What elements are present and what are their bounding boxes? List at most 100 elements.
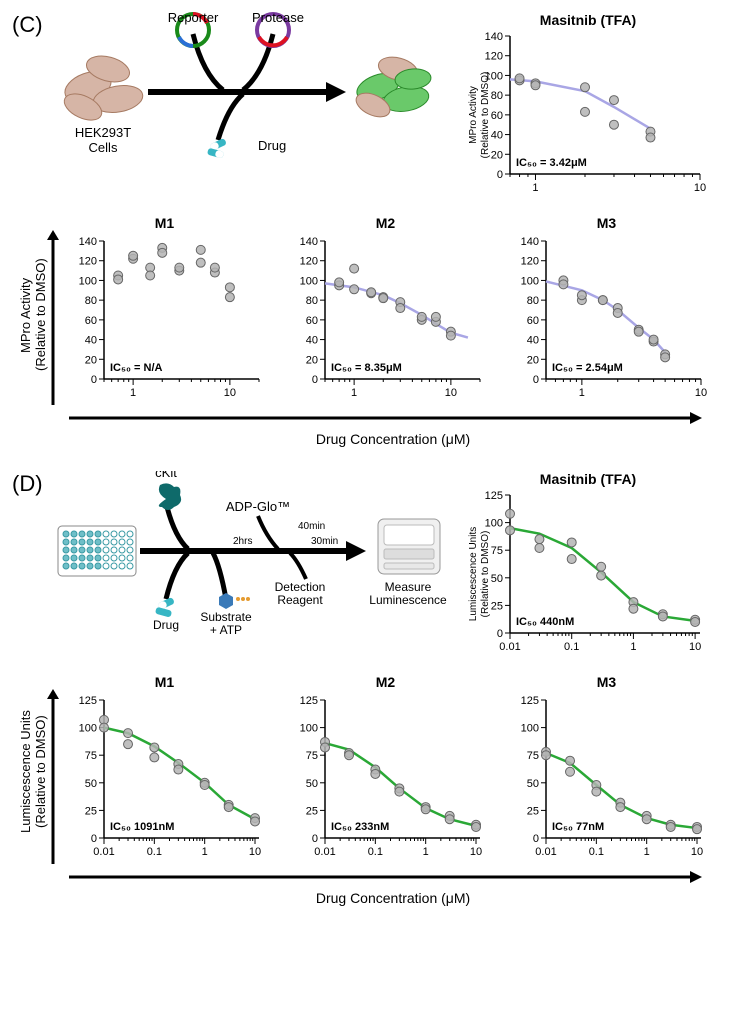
svg-text:1: 1: [579, 387, 585, 399]
svg-text:0.01: 0.01: [314, 846, 335, 858]
panel-d-xlabel: Drug Concentration (μM): [62, 890, 724, 906]
svg-text:40: 40: [527, 335, 539, 347]
drug-d-label: Drug: [153, 618, 179, 632]
sub-l1: Substrate: [200, 610, 252, 624]
panel-d-xarrow: [67, 869, 707, 889]
sub-l2: + ATP: [210, 623, 242, 637]
t30: 30min: [311, 536, 338, 547]
d-m2-svg: 02550751001250.010.1110IC₅₀ 233nM: [283, 694, 488, 864]
svg-text:IC₅₀ = 2.54μM: IC₅₀ = 2.54μM: [552, 362, 623, 374]
svg-text:10: 10: [224, 387, 236, 399]
masitnib-c-svg: 020406080100120140110IC₅₀ = 3.42μMMPro A…: [468, 30, 708, 200]
c-m1: M1 020406080100120140110IC₅₀ = N/A: [62, 215, 267, 410]
hek-label-2: Cells: [89, 140, 118, 155]
svg-text:10: 10: [249, 846, 261, 858]
svg-text:0: 0: [497, 169, 503, 181]
panel-c-top-row: HEK293T Cells Flip-GFP Reporter: [12, 12, 724, 205]
c-m2-svg: 020406080100120140110IC₅₀ = 8.35μM: [283, 235, 488, 405]
svg-text:0: 0: [91, 374, 97, 386]
panel-c-yarrow: [44, 230, 62, 410]
svg-text:20: 20: [527, 354, 539, 366]
svg-text:140: 140: [485, 31, 503, 43]
svg-text:1: 1: [630, 641, 636, 653]
panel-c: (C) HEK293T Cells: [12, 12, 724, 447]
svg-text:75: 75: [85, 750, 97, 762]
svg-text:0.1: 0.1: [564, 641, 579, 653]
svg-text:0: 0: [312, 833, 318, 845]
d-m3-title: M3: [504, 674, 709, 690]
panel-d-top-row: cKit ADP-Glo™ 2hrs 40min 30min Drug: [12, 471, 724, 664]
d-m3: M3 02550751001250.010.1110IC₅₀ 77nM: [504, 674, 709, 869]
svg-text:100: 100: [79, 723, 97, 735]
svg-text:10: 10: [445, 387, 457, 399]
svg-text:60: 60: [527, 315, 539, 327]
svg-text:IC₅₀ = N/A: IC₅₀ = N/A: [110, 362, 163, 374]
svg-text:25: 25: [527, 805, 539, 817]
svg-text:100: 100: [79, 275, 97, 287]
svg-text:80: 80: [491, 90, 503, 102]
svg-text:IC₅₀ 1091nM: IC₅₀ 1091nM: [110, 821, 174, 833]
svg-text:25: 25: [306, 805, 318, 817]
svg-text:50: 50: [527, 778, 539, 790]
masitnib-c-chart: Masitnib (TFA) 020406080100120140110IC₅₀…: [468, 12, 708, 205]
svg-text:10: 10: [691, 846, 703, 858]
c-m2-title: M2: [283, 215, 488, 231]
svg-text:0.1: 0.1: [589, 846, 604, 858]
flipgfp-l2: Reporter: [168, 12, 219, 25]
svg-text:IC₅₀ = 3.42μM: IC₅₀ = 3.42μM: [516, 157, 587, 169]
panel-d-yarrow: [44, 689, 62, 869]
svg-text:0: 0: [312, 374, 318, 386]
svg-text:0: 0: [533, 374, 539, 386]
svg-text:120: 120: [485, 51, 503, 63]
svg-text:60: 60: [85, 315, 97, 327]
svg-text:80: 80: [527, 295, 539, 307]
svg-text:IC₅₀ 77nM: IC₅₀ 77nM: [552, 821, 604, 833]
svg-text:80: 80: [306, 295, 318, 307]
svg-text:125: 125: [300, 695, 318, 707]
svg-text:0: 0: [497, 628, 503, 640]
svg-text:140: 140: [79, 236, 97, 248]
c-m3-title: M3: [504, 215, 709, 231]
adpglo-label: ADP-Glo™: [226, 499, 290, 514]
c-m1-svg: 020406080100120140110IC₅₀ = N/A: [62, 235, 267, 405]
svg-text:1: 1: [130, 387, 136, 399]
c-m3: M3 020406080100120140110IC₅₀ = 2.54μM: [504, 215, 709, 410]
det-l1: Detection: [275, 580, 326, 594]
svg-text:125: 125: [485, 490, 503, 502]
svg-text:(Relative to DMSO): (Relative to DMSO): [480, 531, 491, 618]
svg-text:IC₅₀ 233nM: IC₅₀ 233nM: [331, 821, 389, 833]
svg-text:125: 125: [79, 695, 97, 707]
d-m1: M1 02550751001250.010.1110IC₅₀ 1091nM: [62, 674, 267, 869]
svg-text:140: 140: [300, 236, 318, 248]
svg-text:(Relative to DMSO): (Relative to DMSO): [480, 72, 491, 159]
meas-l2: Luminescence: [369, 593, 447, 607]
svg-text:75: 75: [527, 750, 539, 762]
svg-text:IC₅₀ = 8.35μM: IC₅₀ = 8.35μM: [331, 362, 402, 374]
masitnib-d-svg: 02550751001250.010.1110IC₅₀ 440nMLumisce…: [468, 489, 708, 659]
svg-text:40: 40: [491, 130, 503, 142]
c-m2: M2 020406080100120140110IC₅₀ = 8.35μM: [283, 215, 488, 410]
svg-text:140: 140: [521, 236, 539, 248]
svg-text:50: 50: [306, 778, 318, 790]
svg-text:100: 100: [300, 275, 318, 287]
svg-text:10: 10: [470, 846, 482, 858]
diagram-c-svg: HEK293T Cells Flip-GFP Reporter: [48, 12, 468, 182]
svg-text:40: 40: [85, 335, 97, 347]
svg-text:10: 10: [689, 641, 701, 653]
svg-text:75: 75: [491, 545, 503, 557]
c-m3-svg: 020406080100120140110IC₅₀ = 2.54μM: [504, 235, 709, 405]
panel-c-xarrow: [67, 410, 707, 430]
t2h: 2hrs: [233, 536, 252, 547]
svg-text:10: 10: [694, 182, 706, 194]
ckit-label: cKit: [155, 471, 177, 480]
drug-c-label: Drug: [258, 138, 286, 153]
prot-l2: Protease: [252, 12, 304, 25]
d-m1-title: M1: [62, 674, 267, 690]
svg-text:100: 100: [300, 723, 318, 735]
svg-text:0.01: 0.01: [93, 846, 114, 858]
svg-text:100: 100: [485, 518, 503, 530]
svg-text:1: 1: [423, 846, 429, 858]
svg-text:100: 100: [521, 275, 539, 287]
masitnib-c-title: Masitnib (TFA): [468, 12, 708, 28]
svg-text:0.1: 0.1: [368, 846, 383, 858]
